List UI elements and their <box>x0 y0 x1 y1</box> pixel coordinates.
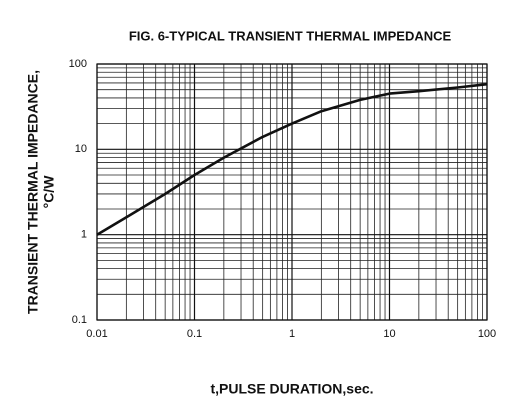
y-tick-label: 0.1 <box>72 314 87 326</box>
x-tick-label: 100 <box>478 328 496 340</box>
x-tick-label: 0.1 <box>187 328 202 340</box>
x-axis-label: t,PULSE DURATION,sec. <box>210 381 373 397</box>
y-tick-label: 1 <box>81 229 87 241</box>
x-tick-label: 0.01 <box>86 328 107 340</box>
y-axis-label-line: TRANSIENT THERMAL IMPEDANCE, <box>25 70 41 314</box>
plot-frame <box>96 63 488 321</box>
chart-title: FIG. 6-TYPICAL TRANSIENT THERMAL IMPEDAN… <box>129 28 452 43</box>
y-tick-label: 10 <box>75 143 87 155</box>
y-axis-label: TRANSIENT THERMAL IMPEDANCE, °C/W <box>25 70 57 314</box>
x-tick-label: 10 <box>383 328 395 340</box>
x-tick-label: 1 <box>289 328 295 340</box>
y-tick-label: 100 <box>69 58 87 70</box>
y-axis-label-line: °C/W <box>41 175 57 209</box>
data-line <box>96 82 488 236</box>
